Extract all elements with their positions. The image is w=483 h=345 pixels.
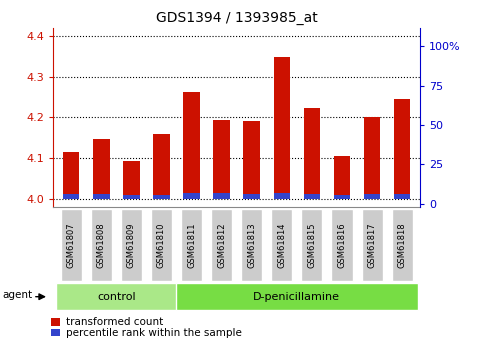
FancyBboxPatch shape [61,208,82,282]
Bar [304,194,320,199]
Bar [153,134,170,199]
FancyBboxPatch shape [362,208,383,282]
Text: GSM61816: GSM61816 [338,222,346,268]
FancyBboxPatch shape [151,208,172,282]
Text: GSM61811: GSM61811 [187,222,196,268]
Bar [183,92,200,199]
Bar [51,329,60,336]
Text: GSM61807: GSM61807 [67,222,76,268]
Text: GSM61817: GSM61817 [368,222,377,268]
Text: GSM61808: GSM61808 [97,222,106,268]
Bar [183,193,200,199]
Bar [63,152,80,199]
Text: GSM61809: GSM61809 [127,222,136,268]
FancyBboxPatch shape [392,208,412,282]
Text: D-penicillamine: D-penicillamine [254,292,341,302]
Text: GSM61814: GSM61814 [277,222,286,268]
Text: GSM61810: GSM61810 [157,222,166,268]
Bar [394,99,411,199]
Bar [213,193,230,199]
FancyBboxPatch shape [181,208,202,282]
Text: control: control [97,292,136,302]
FancyBboxPatch shape [91,208,112,282]
FancyBboxPatch shape [176,284,418,310]
Text: GSM61815: GSM61815 [307,222,316,268]
FancyBboxPatch shape [211,208,232,282]
Bar [364,194,380,199]
FancyBboxPatch shape [301,208,323,282]
Bar [273,57,290,199]
FancyBboxPatch shape [56,284,177,310]
FancyBboxPatch shape [271,208,292,282]
Bar [243,194,260,199]
Bar [334,156,350,199]
Bar [153,195,170,199]
Text: agent: agent [3,290,33,300]
Bar [334,195,350,199]
Bar [51,318,60,326]
FancyBboxPatch shape [331,208,353,282]
Bar [243,120,260,199]
Text: transformed count: transformed count [66,317,163,327]
Text: GSM61812: GSM61812 [217,222,226,268]
Bar [304,108,320,199]
Bar [93,138,110,199]
Bar [123,195,140,199]
Text: GSM61818: GSM61818 [398,222,407,268]
Bar [273,193,290,199]
Bar [394,194,411,199]
FancyBboxPatch shape [121,208,142,282]
Bar [63,194,80,199]
Text: percentile rank within the sample: percentile rank within the sample [66,327,242,337]
Title: GDS1394 / 1393985_at: GDS1394 / 1393985_at [156,11,317,25]
Bar [93,194,110,199]
FancyBboxPatch shape [241,208,262,282]
Bar [364,117,380,199]
Text: GSM61813: GSM61813 [247,222,256,268]
Bar [213,120,230,199]
Bar [123,161,140,199]
